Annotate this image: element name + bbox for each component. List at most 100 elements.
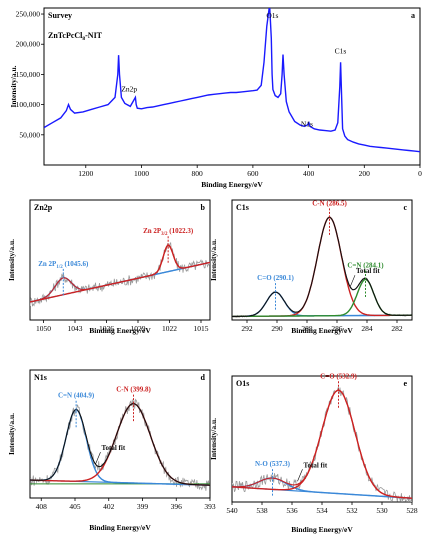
sample-label-main: ZnTcPcCl: [48, 31, 83, 40]
x-tick-label: 284: [361, 324, 373, 333]
y-axis-label: Intensity/a.u.: [209, 418, 218, 460]
plot-frame: [43, 7, 421, 166]
sample-label: ZnTcPcCl8-NIT: [48, 31, 103, 42]
x-tick-label: 600: [247, 169, 259, 178]
panel-letter: c: [403, 203, 407, 212]
plot-area: [232, 386, 412, 502]
x-axis-label: Binding Energy/eV: [89, 326, 151, 335]
panel-letter: b: [201, 203, 206, 212]
total-fit-line: [232, 389, 412, 499]
peak-label-main: Zn 2P: [38, 260, 57, 268]
peak-label: C1s: [335, 47, 347, 56]
x-tick-label: 1050: [36, 324, 51, 333]
panel-letter: d: [201, 373, 206, 382]
sample-label-suffix: -NIT: [85, 31, 103, 40]
y-tick-label: 50,000: [19, 130, 40, 139]
total-fit-label: Total fit: [102, 444, 126, 452]
y-axis-label: Intensity/a.u.: [7, 239, 16, 281]
panel-b: 1050 1043 1036 1029 1022 1015 Binding Energy/e…: [7, 199, 211, 335]
peak-label: C=N (284.1): [347, 262, 384, 270]
component-peak-1: [232, 216, 412, 318]
x-tick-label: 532: [346, 506, 358, 515]
x-tick-label: 290: [271, 324, 283, 333]
peak-label-sub: 3/2: [161, 232, 168, 237]
panel-title: Survey: [48, 11, 72, 20]
x-tick-label: 405: [69, 502, 81, 511]
x-tick-label: 393: [204, 502, 216, 511]
total-fit-line: [30, 244, 210, 303]
plot-area: [30, 241, 210, 307]
peak-label: C=N (404.9): [58, 392, 95, 400]
panel-letter: e: [403, 379, 407, 388]
x-axis-label: Binding Energy/eV: [291, 525, 353, 534]
x-axis-label: Binding Energy/eV: [89, 523, 151, 532]
panel-c: 292 290 288 286 284 282 Binding Energy/eV Inten…: [209, 199, 413, 335]
total-fit-pointer: [95, 452, 101, 465]
peak-label-value: (1045.6): [63, 260, 89, 268]
peak-label: N1s: [301, 120, 313, 129]
plot-area: [232, 216, 412, 318]
panel-e: 540 538 536 534 532 530 528 Binding Energy/eV In…: [209, 372, 418, 534]
total-fit-pointer: [297, 469, 303, 482]
sample-label-sub: 8: [82, 36, 85, 42]
peak-label: C-N (286.5): [312, 199, 347, 207]
plot-frame: [231, 199, 413, 321]
total-fit-line: [232, 216, 412, 317]
y-tick-label: 200,000: [16, 40, 41, 49]
y-axis-label: Intensity/a.u.: [7, 413, 16, 455]
x-tick-label: 288: [301, 324, 313, 333]
x-tick-label: 200: [359, 169, 371, 178]
x-axis-label: Binding Energy/eV: [201, 180, 263, 189]
x-tick-label: 538: [256, 506, 268, 515]
peak-label: Zn2p: [121, 84, 137, 93]
x-tick-label: 1200: [78, 169, 93, 178]
x-tick-label: 1029: [131, 324, 146, 333]
total-fit-label: Total fit: [304, 461, 328, 469]
plot-frame: [29, 369, 211, 499]
x-tick-label: 292: [241, 324, 253, 333]
panel-title: N1s: [34, 373, 47, 382]
peak-label: C=O (532.9): [320, 372, 357, 380]
x-tick-label: 1022: [162, 324, 177, 333]
y-tick-label: 250,000: [16, 10, 41, 19]
x-tick-label: 408: [36, 502, 48, 511]
x-tick-label: 530: [376, 506, 388, 515]
peak-label-value: (1022.3): [168, 227, 194, 235]
x-tick-label: 1043: [68, 324, 83, 333]
peak-label: Zn 2P3/2 (1022.3): [143, 227, 194, 237]
plot-area: [44, 8, 420, 153]
plot-area: [30, 398, 210, 491]
panel-title: C1s: [236, 203, 249, 212]
plot-frame: [29, 199, 211, 321]
x-tick-label: 528: [406, 506, 418, 515]
x-tick-label: 396: [171, 502, 183, 511]
survey-spectrum-line: [44, 8, 420, 153]
panel-letter: a: [411, 11, 415, 20]
x-tick-label: 540: [226, 506, 238, 515]
panel-title: Zn2p: [34, 203, 53, 212]
x-tick-label: 282: [391, 324, 403, 333]
total-fit-line: [30, 403, 210, 486]
peak-label-main: Zn 2P: [143, 227, 162, 235]
panel-a: 1200 1000 800 600 400 200 0 50,000 100,000 150,00…: [9, 7, 422, 189]
x-tick-label: 1000: [134, 169, 149, 178]
peak-label: O1s: [266, 11, 278, 20]
y-tick-label: 150,000: [16, 70, 41, 79]
raw-data-line: [232, 386, 412, 502]
x-tick-label: 536: [286, 506, 298, 515]
y-tick-label: 100,000: [16, 100, 41, 109]
total-fit-pointer: [349, 275, 356, 288]
panel-d: 408 405 402 399 396 393 Binding Energy/eV Inten…: [7, 369, 216, 532]
x-tick-label: 0: [418, 169, 422, 178]
x-tick-label: 399: [137, 502, 149, 511]
peak-label: C=O (290.1): [257, 274, 294, 282]
x-tick-label: 1036: [99, 324, 114, 333]
total-fit-label: Total fit: [356, 267, 380, 275]
x-axis-label: Binding Energy/eV: [291, 326, 353, 335]
x-tick-label: 800: [192, 169, 204, 178]
peak-label: Zn 2P1/2 (1045.6): [38, 260, 89, 270]
x-tick-label: 402: [103, 502, 115, 511]
peak-label-sub: 1/2: [56, 265, 63, 270]
y-axis-label: Intensity/a.u.: [209, 239, 218, 281]
